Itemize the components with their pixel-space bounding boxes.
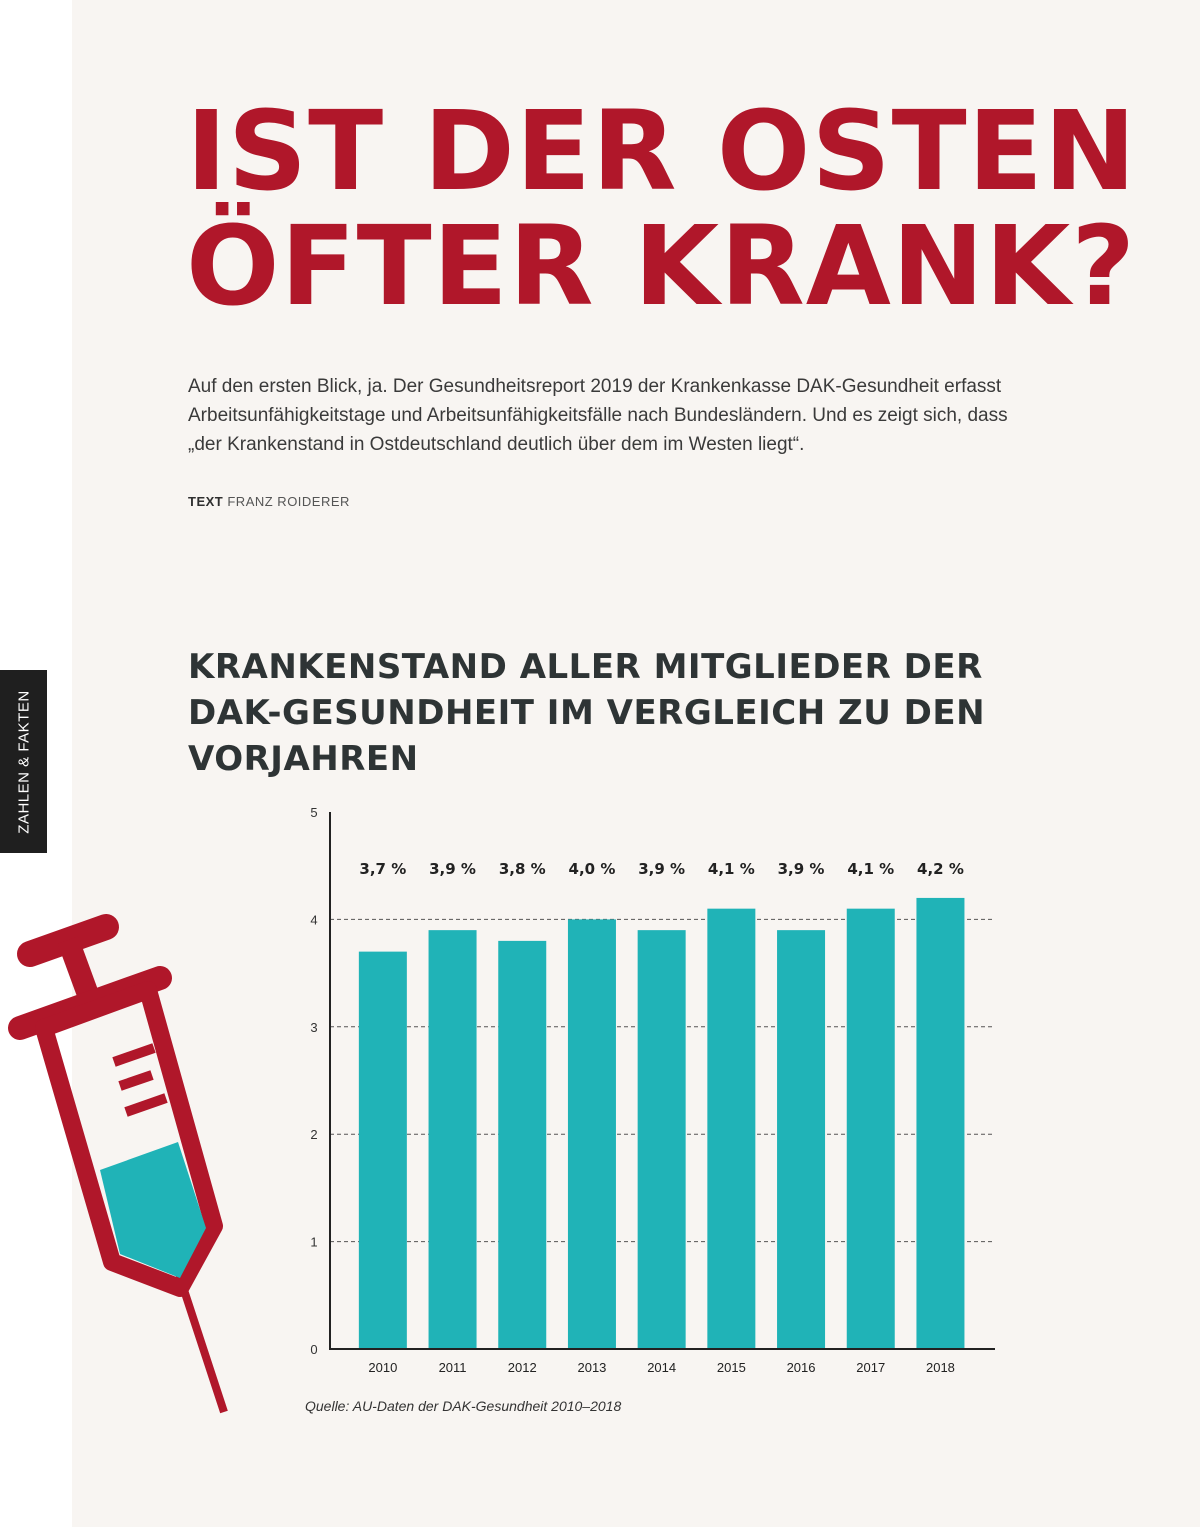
chart-source: Quelle: AU-Daten der DAK-Gesundheit 2010… xyxy=(305,1398,622,1414)
y-tick-label: 1 xyxy=(310,1235,317,1250)
bar-2013 xyxy=(567,919,616,1349)
data-label-2017: 4,1 % xyxy=(847,860,894,878)
x-tick-label: 2016 xyxy=(787,1360,816,1375)
data-label-2016: 3,9 % xyxy=(778,860,825,878)
x-tick-label: 2018 xyxy=(926,1360,955,1375)
data-label-2013: 4,0 % xyxy=(569,860,616,878)
x-tick-label: 2017 xyxy=(856,1360,885,1375)
y-tick-labels: 0 1 2 3 4 5 xyxy=(310,805,317,1357)
x-tick-label: 2011 xyxy=(439,1360,467,1375)
syringe-icon xyxy=(8,914,228,1414)
data-label-2014: 3,9 % xyxy=(638,860,685,878)
y-tick-label: 0 xyxy=(310,1342,317,1357)
bars xyxy=(358,897,965,1349)
x-tick-label: 2013 xyxy=(577,1360,606,1375)
x-tick-label: 2014 xyxy=(647,1360,676,1375)
data-label-2018: 4,2 % xyxy=(917,860,964,878)
y-tick-label: 5 xyxy=(310,805,317,820)
y-tick-label: 3 xyxy=(310,1020,317,1035)
x-tick-label: 2012 xyxy=(508,1360,537,1375)
x-tick-label: 2010 xyxy=(368,1360,397,1375)
y-tick-label: 2 xyxy=(310,1127,317,1142)
bar-2011 xyxy=(428,930,477,1349)
lead-paragraph: Auf den ersten Blick, ja. Der Gesundheit… xyxy=(188,376,1008,455)
data-labels: 3,7 % 3,9 % 3,8 % 4,0 % 3,9 % 4,1 % 3,9 % 4,1 %… xyxy=(359,860,963,878)
bar-2016 xyxy=(777,930,826,1349)
bar-2018 xyxy=(916,897,965,1349)
x-tick-labels: 2010 2011 2012 2013 2014 2015 2016 2017 2018 xyxy=(368,1360,955,1375)
headline: Ist der Osten öfter krank? xyxy=(186,94,1137,324)
bar-2014 xyxy=(637,930,686,1349)
x-tick-label: 2015 xyxy=(717,1360,746,1375)
data-label-2012: 3,8 % xyxy=(499,860,546,878)
bar-2010 xyxy=(358,951,407,1349)
headline-line-2: öfter krank? xyxy=(186,202,1137,330)
section-tab: ZAHLEN & FAKTEN xyxy=(0,670,47,853)
headline-line-1: Ist der Osten xyxy=(186,87,1137,215)
page-background xyxy=(72,0,1200,1527)
data-label-2010: 3,7 % xyxy=(359,860,406,878)
chart-title: Krankenstand aller Mitglieder der DAK-Ge… xyxy=(188,647,986,779)
bar-2017 xyxy=(846,908,895,1349)
bar-2015 xyxy=(707,908,756,1349)
y-tick-label: 4 xyxy=(310,912,317,927)
data-label-2015: 4,1 % xyxy=(708,860,755,878)
byline: TEXT FRANZ ROIDERER xyxy=(188,494,350,509)
data-label-2011: 3,9 % xyxy=(429,860,476,878)
byline-author: FRANZ ROIDERER xyxy=(227,494,350,509)
byline-label: TEXT xyxy=(188,494,224,509)
bar-2012 xyxy=(498,940,547,1349)
